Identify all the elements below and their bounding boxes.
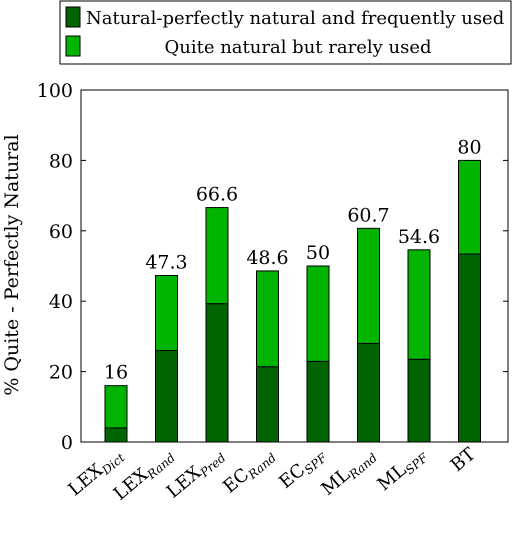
- legend-label-natural: Natural-perfectly natural and frequently…: [86, 8, 504, 29]
- bar-segment-natural: [357, 342, 380, 443]
- legend-swatch-natural: [65, 6, 81, 28]
- bar-total-label: 48.6: [246, 247, 288, 269]
- bars: [104, 159, 481, 443]
- bar-segment-natural: [407, 358, 431, 443]
- bar-segment-quite: [458, 159, 481, 255]
- bar-segment-natural: [458, 253, 481, 443]
- x-category-label: MLRand: [318, 444, 381, 502]
- y-tick-label: 40: [49, 291, 73, 313]
- bar-segment-quite: [306, 265, 330, 362]
- bar-segment-quite: [256, 270, 279, 368]
- legend: Natural-perfectly natural and frequently…: [59, 0, 512, 65]
- y-tick-label: 60: [49, 221, 73, 243]
- x-category-label: BT: [447, 444, 480, 476]
- bar-total-label: 47.3: [145, 252, 187, 274]
- bar-segment-quite: [357, 227, 380, 344]
- bar-segment-quite: [104, 385, 128, 429]
- bar-segment-quite: [155, 275, 178, 351]
- x-category-label: LEXPred: [163, 444, 229, 505]
- value-labels: 16 47.3 66.6 48.6 50 60.7 54.6 80: [104, 136, 482, 383]
- y-tick-label: 0: [61, 432, 73, 454]
- x-category-label: MLSPF: [374, 443, 431, 496]
- bar-segment-quite: [407, 249, 431, 360]
- y-axis-label: % Quite - Perfectly Natural: [1, 134, 23, 395]
- legend-label-quite: Quite natural but rarely used: [165, 37, 432, 58]
- category-labels: LEXDictLEXRandLEXPredECRandECSPFMLRandML…: [65, 443, 480, 505]
- bar-segment-natural: [104, 427, 128, 443]
- bar-total-label: 66.6: [196, 184, 238, 206]
- plot-frame: [80, 89, 509, 443]
- bar-segment-natural: [205, 303, 229, 443]
- legend-swatch-quite: [65, 35, 81, 57]
- bar-segment-natural: [256, 366, 279, 443]
- bar-total-label: 16: [104, 362, 128, 384]
- legend-box: [59, 0, 512, 65]
- bar-total-label: 80: [457, 136, 481, 158]
- y-tick-label: 80: [49, 150, 73, 172]
- bar-total-label: 54.6: [398, 226, 440, 248]
- y-tick-label: 20: [49, 362, 73, 384]
- bar-segment-natural: [306, 360, 330, 443]
- bar-total-label: 50: [306, 242, 330, 264]
- bar-segment-quite: [205, 207, 229, 305]
- y-tick-label: 100: [37, 80, 73, 102]
- x-category-label: ECRand: [219, 444, 279, 500]
- bar-total-label: 60.7: [347, 204, 389, 226]
- bar-segment-natural: [155, 349, 178, 443]
